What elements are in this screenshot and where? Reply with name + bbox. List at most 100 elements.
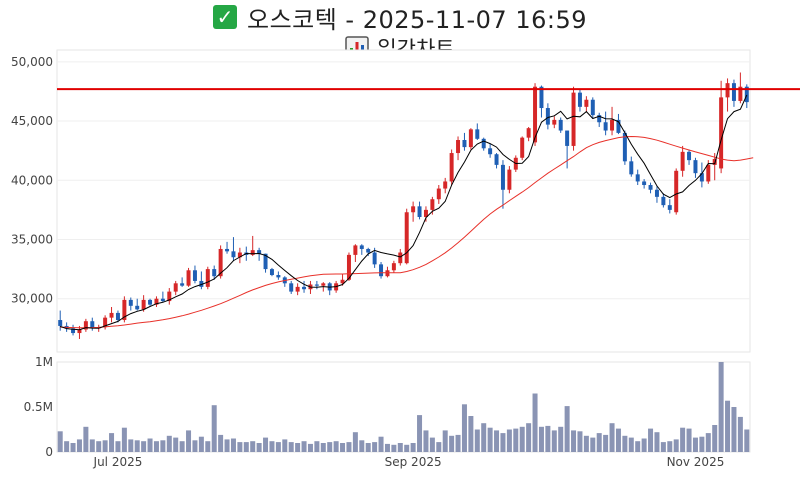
volume-bar bbox=[474, 429, 480, 452]
volume-bar bbox=[654, 432, 660, 452]
volume-bar bbox=[737, 416, 743, 452]
x-tick-label: Jul 2025 bbox=[93, 455, 143, 469]
candle-down bbox=[148, 298, 153, 306]
candle-up bbox=[423, 206, 428, 222]
candle-up bbox=[109, 306, 114, 323]
candle-up bbox=[173, 280, 178, 296]
candle-down bbox=[289, 280, 294, 294]
volume-y-tick-label: 0.5M bbox=[24, 400, 53, 414]
volume-bar bbox=[70, 443, 76, 452]
candle-body bbox=[725, 83, 730, 98]
moving-average-long-line bbox=[60, 135, 754, 329]
candle-body bbox=[276, 275, 281, 278]
candle-body bbox=[507, 169, 512, 190]
candle-down bbox=[359, 244, 364, 255]
candle-body bbox=[321, 283, 326, 286]
volume-bar bbox=[102, 440, 108, 452]
volume-bar bbox=[198, 436, 204, 452]
candle-body bbox=[180, 283, 185, 286]
candle-body bbox=[622, 132, 627, 162]
candle-body bbox=[545, 108, 550, 125]
volume-bar bbox=[731, 407, 737, 452]
candle-body bbox=[212, 269, 217, 277]
candle-down bbox=[135, 298, 140, 311]
candle-down bbox=[494, 153, 499, 169]
candle-up bbox=[571, 86, 576, 151]
candle-body bbox=[385, 270, 390, 277]
volume-bar bbox=[660, 442, 666, 452]
candle-body bbox=[456, 140, 461, 154]
candle-body bbox=[379, 264, 384, 277]
volume-bar bbox=[397, 443, 403, 452]
candle-body bbox=[738, 86, 743, 101]
candle-body bbox=[173, 283, 178, 292]
volume-bar bbox=[506, 429, 512, 452]
volume-bar bbox=[320, 443, 326, 452]
volume-bar bbox=[89, 439, 95, 452]
candle-body bbox=[346, 254, 351, 280]
candle-up bbox=[738, 72, 743, 104]
candle-body bbox=[103, 317, 108, 328]
volume-bar bbox=[564, 406, 570, 452]
candle-body bbox=[340, 279, 345, 284]
candle-body bbox=[135, 305, 140, 310]
candle-up bbox=[346, 252, 351, 281]
candle-body bbox=[372, 252, 377, 265]
volume-bar bbox=[622, 435, 628, 452]
candle-down bbox=[648, 182, 653, 194]
candle-body bbox=[71, 328, 76, 334]
candle-body bbox=[494, 154, 499, 165]
candle-body bbox=[731, 83, 736, 101]
candle-down bbox=[199, 271, 204, 290]
candle-body bbox=[642, 181, 647, 186]
candle-down bbox=[302, 280, 307, 293]
candle-body bbox=[237, 252, 242, 258]
candle-body bbox=[366, 248, 371, 253]
volume-bar bbox=[692, 437, 698, 452]
candle-down bbox=[545, 103, 550, 130]
volume-bar bbox=[237, 442, 243, 452]
candle-down bbox=[603, 111, 608, 136]
price-y-tick-label: 50,000 bbox=[11, 55, 53, 69]
candle-down bbox=[616, 113, 621, 135]
candle-body bbox=[526, 128, 531, 138]
candle-body bbox=[687, 151, 692, 161]
volume-bar bbox=[461, 404, 467, 452]
candle-body bbox=[552, 119, 557, 125]
candle-body bbox=[577, 92, 582, 107]
volume-bar bbox=[301, 441, 307, 452]
candle-body bbox=[199, 280, 204, 287]
volume-bar bbox=[359, 440, 365, 452]
candle-body bbox=[83, 321, 88, 330]
candle-body bbox=[629, 161, 634, 175]
volume-bar bbox=[532, 393, 538, 452]
candle-body bbox=[462, 140, 467, 148]
volume-plot-area bbox=[56, 361, 751, 453]
candle-up bbox=[456, 136, 461, 161]
candle-body bbox=[475, 129, 480, 139]
candle-body bbox=[154, 298, 159, 305]
candle-body bbox=[661, 196, 666, 206]
candle-body bbox=[423, 209, 428, 217]
candle-body bbox=[558, 119, 563, 131]
volume-bar bbox=[609, 423, 615, 452]
volume-bar bbox=[134, 440, 140, 452]
x-tick-label: Sep 2025 bbox=[385, 455, 442, 469]
volume-bar bbox=[372, 442, 378, 452]
candle-down bbox=[225, 241, 230, 254]
check-mark-icon: ✓ bbox=[212, 5, 237, 29]
candle-down bbox=[71, 324, 76, 336]
candle-body bbox=[115, 312, 120, 321]
volume-bar bbox=[519, 426, 525, 452]
volume-bar bbox=[699, 436, 705, 452]
volume-bar bbox=[545, 425, 551, 452]
candle-down bbox=[180, 277, 185, 287]
volume-bar bbox=[551, 430, 557, 452]
chart-title-row: ✓ 오스코텍 - 2025-11-07 16:59 bbox=[0, 0, 800, 34]
candle-down bbox=[539, 85, 544, 118]
candle-body bbox=[289, 283, 294, 292]
candle-body bbox=[417, 206, 422, 217]
candle-body bbox=[571, 92, 576, 146]
candle-down bbox=[192, 265, 197, 284]
candle-body bbox=[539, 86, 544, 109]
